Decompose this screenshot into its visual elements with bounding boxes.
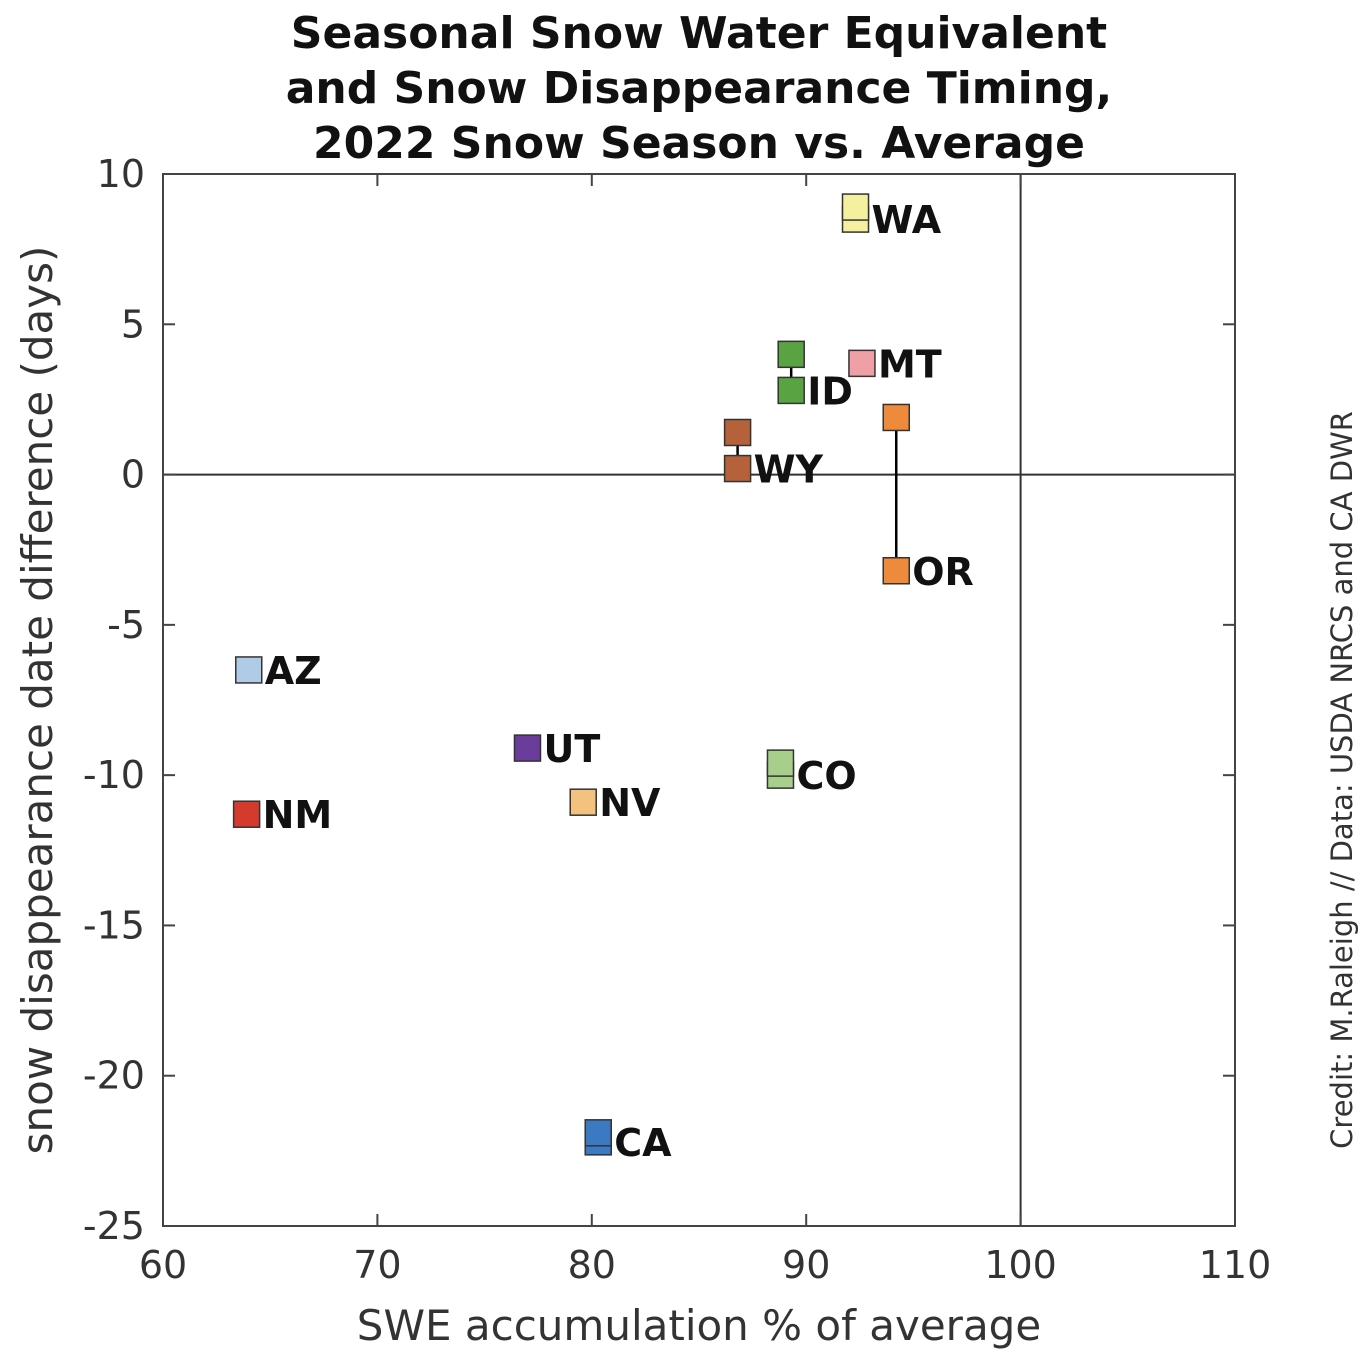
marker-end-co (766, 749, 795, 777)
marker-az (235, 656, 263, 684)
marker-end-id (777, 340, 805, 369)
point-label-nv: NV (599, 781, 661, 825)
point-label-wa: WA (872, 198, 942, 242)
y-tick-label: 5 (121, 302, 145, 346)
credit-text: Credit: M.Raleigh // Data: USDA NRCS and… (1325, 411, 1359, 1149)
y-tick-label: -15 (83, 903, 145, 947)
y-tick-label: -25 (83, 1204, 145, 1248)
marker-wy (723, 454, 752, 483)
point-label-id: ID (807, 369, 853, 413)
marker-mt (848, 349, 876, 378)
point-label-ca: CA (614, 1121, 672, 1165)
y-tick-label: -5 (107, 603, 145, 647)
marker-end-or (882, 403, 910, 432)
marker-ut (513, 734, 542, 762)
chart-title-line-1: Seasonal Snow Water Equivalent (291, 8, 1107, 59)
x-axis-label: SWE accumulation % of average (357, 1301, 1041, 1350)
point-label-or: OR (912, 550, 974, 594)
reference-lines (163, 174, 1235, 1226)
point-labels: WA MT ID WY OR AZ UT NM NV CO CA (263, 198, 974, 1165)
y-tick-label: -20 (83, 1054, 145, 1098)
x-tick-label: 90 (782, 1243, 830, 1287)
marker-nv (569, 788, 597, 816)
marker-or (882, 557, 910, 585)
x-tick-label: 80 (568, 1243, 616, 1287)
x-tick-label: 110 (1199, 1243, 1272, 1287)
marker-id (777, 376, 805, 405)
marker-nm (232, 800, 261, 828)
marker-end-wa (841, 193, 870, 221)
point-label-wy: WY (754, 448, 824, 492)
chart-title-line-2: and Snow Disappearance Timing, (286, 63, 1113, 114)
marker-end-ca (584, 1119, 612, 1147)
x-tick-label: 70 (353, 1243, 401, 1287)
point-label-nm: NM (263, 793, 333, 837)
y-axis-label: snow disappearance date difference (days… (13, 246, 62, 1155)
point-label-az: AZ (265, 649, 322, 693)
marker-end-wy (723, 418, 752, 447)
point-label-mt: MT (878, 342, 942, 386)
point-label-ut: UT (543, 727, 600, 771)
y-tick-label: 0 (121, 453, 145, 497)
x-tick-label: 100 (984, 1243, 1057, 1287)
x-tick-label: 60 (139, 1243, 187, 1287)
data-markers (232, 193, 910, 1156)
chart-title-line-3: 2022 Snow Season vs. Average (313, 118, 1085, 169)
y-tick-label: -10 (83, 753, 145, 797)
point-label-co: CO (796, 754, 856, 798)
axis-ticks: 60 70 80 90 100 110 10 5 0 -5 -10 -15 -20 -25 (83, 152, 1271, 1287)
plot-area (162, 173, 1236, 1227)
y-tick-label: 10 (97, 152, 145, 196)
